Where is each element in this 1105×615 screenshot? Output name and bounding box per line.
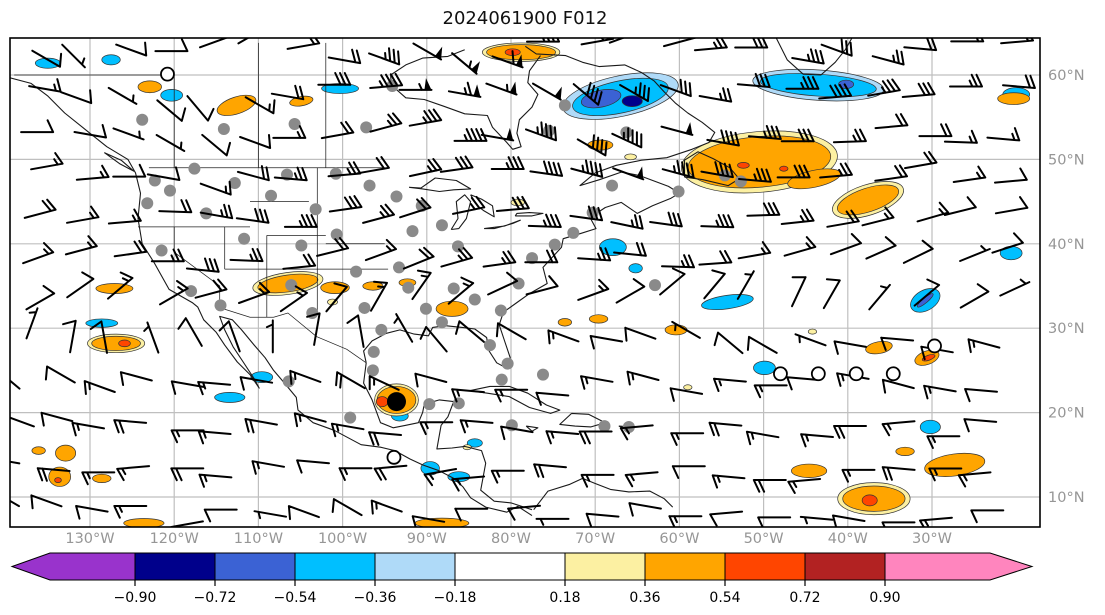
wind-barbs [10, 38, 1036, 527]
svg-text:40°N: 40°N [1048, 237, 1085, 253]
svg-text:30°W: 30°W [912, 531, 952, 547]
plot-title: 2024061900 F012 [442, 8, 608, 29]
svg-text:20°N: 20°N [1048, 406, 1085, 422]
svg-text:60°W: 60°W [659, 531, 699, 547]
svg-text:50°N: 50°N [1048, 152, 1085, 168]
svg-text:10°N: 10°N [1048, 490, 1085, 506]
svg-text:−0.54: −0.54 [274, 590, 317, 606]
svg-text:100°W: 100°W [318, 531, 367, 547]
map-canvas: 130°W 120°W 110°W 100°W 90°W 80°W 70°W 60°W 50°W… [9, 37, 1085, 547]
svg-text:40°W: 40°W [828, 531, 868, 547]
svg-text:30°N: 30°N [1048, 321, 1085, 337]
colorbar-canvas: −0.90 −0.72 −0.54 −0.36 −0.18 0.18 0.36 0.54 0.7… [10, 552, 1034, 606]
svg-text:80°W: 80°W [491, 531, 531, 547]
svg-text:90°W: 90°W [407, 531, 447, 547]
svg-text:50°W: 50°W [744, 531, 784, 547]
gridlines [10, 38, 1040, 527]
open-circle-markers [160, 66, 942, 465]
svg-text:0.90: 0.90 [869, 590, 900, 606]
shaded-anomaly-blobs [31, 42, 1031, 527]
svg-text:0.18: 0.18 [549, 590, 580, 606]
svg-text:−0.36: −0.36 [354, 590, 397, 606]
colorbar [10, 552, 1034, 581]
svg-text:−0.18: −0.18 [434, 590, 477, 606]
svg-text:0.54: 0.54 [709, 590, 740, 606]
svg-text:130°W: 130°W [65, 531, 114, 547]
svg-text:−0.72: −0.72 [194, 590, 237, 606]
colorbar-tick-labels: −0.90 −0.72 −0.54 −0.36 −0.18 0.18 0.36 0.54 0.7… [114, 580, 901, 606]
storm-center-marker [386, 392, 406, 412]
svg-text:110°W: 110°W [234, 531, 283, 547]
coastlines [10, 38, 853, 517]
svg-text:−0.90: −0.90 [114, 590, 157, 606]
svg-text:0.72: 0.72 [789, 590, 820, 606]
svg-text:60°N: 60°N [1048, 68, 1085, 84]
latitude-axis-labels: 10°N 20°N 30°N 40°N 50°N 60°N [1048, 68, 1085, 506]
longitude-axis-labels: 130°W 120°W 110°W 100°W 90°W 80°W 70°W 60°W 50°W… [65, 531, 952, 547]
svg-text:0.36: 0.36 [629, 590, 660, 606]
svg-text:70°W: 70°W [575, 531, 615, 547]
svg-text:120°W: 120°W [150, 531, 199, 547]
